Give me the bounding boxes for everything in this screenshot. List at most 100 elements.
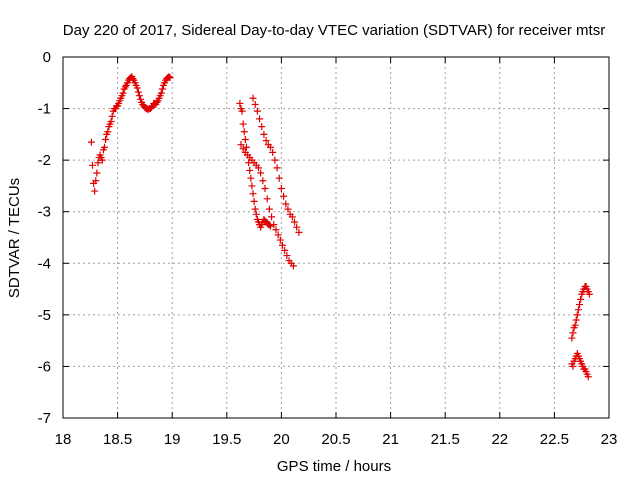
data-point bbox=[277, 185, 285, 193]
data-point bbox=[254, 164, 262, 172]
data-point bbox=[94, 159, 102, 167]
x-tick-label: 20.5 bbox=[321, 431, 350, 448]
data-point bbox=[93, 169, 101, 177]
data-point bbox=[280, 192, 288, 200]
data-point bbox=[100, 143, 108, 151]
data-point bbox=[261, 185, 269, 193]
x-tick-label: 21 bbox=[382, 431, 399, 448]
data-point bbox=[147, 104, 155, 112]
data-point bbox=[247, 174, 255, 182]
data-point bbox=[272, 226, 280, 234]
data-point bbox=[259, 177, 267, 185]
data-point bbox=[275, 174, 283, 182]
data-point bbox=[268, 213, 276, 221]
data-point bbox=[265, 205, 273, 213]
y-tick-label: -4 bbox=[38, 255, 51, 272]
data-point bbox=[295, 228, 303, 236]
data-point bbox=[288, 213, 296, 221]
data-point bbox=[577, 295, 585, 303]
data-point bbox=[137, 95, 145, 103]
y-tick-label: -6 bbox=[38, 358, 51, 375]
data-point bbox=[153, 98, 161, 106]
series-segment-2a bbox=[236, 99, 274, 231]
data-point bbox=[573, 311, 581, 319]
data-point bbox=[249, 190, 257, 198]
data-point bbox=[266, 222, 274, 230]
data-point bbox=[569, 362, 577, 370]
data-point bbox=[237, 141, 245, 149]
data-point bbox=[278, 241, 286, 249]
data-point bbox=[251, 205, 259, 213]
data-point bbox=[107, 117, 115, 125]
y-tick-label: -2 bbox=[38, 152, 51, 169]
x-tick-label: 22 bbox=[491, 431, 508, 448]
data-point bbox=[249, 94, 257, 102]
data-point bbox=[571, 321, 579, 329]
data-point bbox=[104, 128, 112, 136]
data-point bbox=[269, 148, 277, 156]
data-point bbox=[576, 301, 584, 309]
data-point bbox=[291, 218, 299, 226]
grid-lines bbox=[63, 57, 609, 418]
y-tick-label: -1 bbox=[38, 101, 51, 118]
data-point bbox=[239, 120, 247, 128]
data-point bbox=[129, 75, 137, 83]
data-point bbox=[251, 100, 259, 108]
data-point bbox=[102, 136, 110, 144]
data-point bbox=[250, 197, 258, 205]
data-point bbox=[256, 115, 264, 123]
data-point bbox=[119, 89, 127, 97]
data-point bbox=[274, 231, 282, 239]
data-point bbox=[569, 329, 577, 337]
data-point bbox=[98, 156, 106, 164]
data-point bbox=[134, 88, 142, 96]
data-point bbox=[88, 161, 96, 169]
data-points bbox=[87, 73, 593, 381]
data-point bbox=[584, 373, 592, 381]
x-tick-label: 20 bbox=[273, 431, 290, 448]
data-point bbox=[270, 221, 278, 229]
data-point bbox=[248, 182, 256, 190]
series-segment-2b bbox=[237, 141, 297, 270]
data-point bbox=[271, 156, 279, 164]
data-point bbox=[240, 128, 248, 136]
data-point bbox=[568, 334, 576, 342]
data-point bbox=[262, 137, 270, 145]
data-point bbox=[574, 306, 582, 314]
data-point bbox=[165, 73, 173, 81]
x-tick-label: 18 bbox=[55, 431, 72, 448]
series-segment-2c bbox=[249, 94, 303, 236]
data-point bbox=[157, 89, 165, 97]
x-tick-label: 23 bbox=[601, 431, 618, 448]
data-point bbox=[266, 143, 274, 151]
data-point bbox=[293, 223, 301, 231]
y-tick-label: 0 bbox=[43, 49, 51, 66]
data-point bbox=[572, 316, 580, 324]
series-segment-1 bbox=[87, 73, 174, 195]
data-point bbox=[284, 205, 292, 213]
y-tick-label: -7 bbox=[38, 410, 51, 427]
series-segment-3 bbox=[568, 282, 593, 381]
x-tick-label: 19.5 bbox=[212, 431, 241, 448]
data-point bbox=[585, 290, 593, 298]
x-tick-label: 19 bbox=[164, 431, 181, 448]
x-tick-label: 22.5 bbox=[540, 431, 569, 448]
plot-frame bbox=[62, 56, 610, 419]
data-point bbox=[281, 246, 289, 254]
data-point bbox=[253, 107, 261, 115]
y-tick-label: -5 bbox=[38, 307, 51, 324]
data-point bbox=[239, 145, 247, 153]
data-point bbox=[283, 252, 291, 260]
data-point bbox=[263, 195, 271, 203]
data-point bbox=[241, 136, 249, 144]
data-point bbox=[91, 187, 99, 195]
data-point bbox=[257, 169, 265, 177]
x-tick-label: 18.5 bbox=[103, 431, 132, 448]
data-point bbox=[289, 262, 297, 270]
y-tick-label: -3 bbox=[38, 204, 51, 221]
chart-title: Day 220 of 2017, Sidereal Day-to-day VTE… bbox=[63, 22, 605, 39]
data-point bbox=[273, 164, 281, 172]
x-tick-label: 21.5 bbox=[431, 431, 460, 448]
x-axis-label: GPS time / hours bbox=[277, 458, 391, 475]
